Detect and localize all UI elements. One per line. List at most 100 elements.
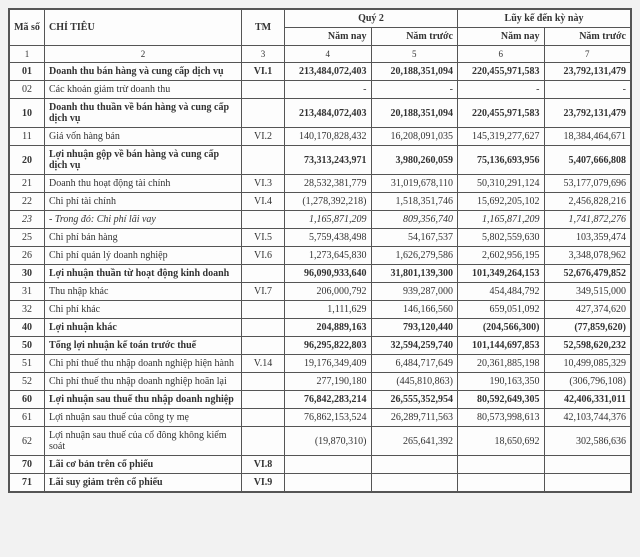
cell-ms: 01 [10, 63, 45, 81]
table-row: 21Doanh thu hoạt động tài chínhVI.328,53… [10, 175, 631, 193]
cell-tm [242, 373, 285, 391]
hdr-chitieu: CHỈ TIÊU [45, 10, 242, 46]
cell-lk-namnay: 80,592,649,305 [458, 391, 545, 409]
cell-quy-namnay: 204,889,163 [285, 319, 372, 337]
cell-ms: 70 [10, 456, 45, 474]
cell-lk-namtruoc: 103,359,474 [544, 229, 631, 247]
cell-ms: 11 [10, 128, 45, 146]
cell-chitieu: Chi phí thuế thu nhập doanh nghiệp hiện … [45, 355, 242, 373]
cell-tm: VI.5 [242, 229, 285, 247]
cell-quy-namtruoc: 54,167,537 [371, 229, 458, 247]
cell-lk-namtruoc: 52,598,620,232 [544, 337, 631, 355]
cell-quy-namnay: 28,532,381,779 [285, 175, 372, 193]
cell-quy-namnay: - [285, 81, 372, 99]
cell-quy-namtruoc: 20,188,351,094 [371, 63, 458, 81]
cell-tm [242, 319, 285, 337]
cell-chitieu: Doanh thu thuần về bán hàng và cung cấp … [45, 99, 242, 128]
cell-chitieu: Các khoản giảm trừ doanh thu [45, 81, 242, 99]
cell-lk-namtruoc: 427,374,620 [544, 301, 631, 319]
cell-lk-namnay: 2,602,956,195 [458, 247, 545, 265]
cell-chitieu: Lợi nhuận sau thuế thu nhập doanh nghiệp [45, 391, 242, 409]
cell-quy-namnay: (19,870,310) [285, 427, 372, 456]
cell-lk-namtruoc: 52,676,479,852 [544, 265, 631, 283]
hdr-tm: TM [242, 10, 285, 46]
cell-ms: 50 [10, 337, 45, 355]
cell-chitieu: Tổng lợi nhuận kế toán trước thuế [45, 337, 242, 355]
table-row: 20Lợi nhuận gộp về bán hàng và cung cấp … [10, 146, 631, 175]
cell-ms: 60 [10, 391, 45, 409]
cell-quy-namnay: 213,484,072,403 [285, 63, 372, 81]
hdr-lk-namnay: Năm nay [458, 28, 545, 46]
cell-quy-namtruoc: 6,484,717,649 [371, 355, 458, 373]
cell-tm: VI.7 [242, 283, 285, 301]
financial-table-page: Mã số CHỈ TIÊU TM Quý 2 Lũy kế đến kỳ nà… [8, 8, 632, 493]
cell-lk-namnay: 145,319,277,627 [458, 128, 545, 146]
table-row: 11Giá vốn hàng bánVI.2140,170,828,43216,… [10, 128, 631, 146]
cell-quy-namtruoc: - [371, 81, 458, 99]
table-row: 25Chi phí bán hàngVI.55,759,438,49854,16… [10, 229, 631, 247]
table-row: 71Lãi suy giảm trên cổ phiếuVI.9 [10, 474, 631, 492]
cell-ms: 02 [10, 81, 45, 99]
coln-1: 1 [10, 46, 45, 63]
cell-quy-namnay: 96,090,933,640 [285, 265, 372, 283]
cell-quy-namtruoc: 20,188,351,094 [371, 99, 458, 128]
cell-lk-namnay [458, 474, 545, 492]
cell-ms: 62 [10, 427, 45, 456]
cell-ms: 31 [10, 283, 45, 301]
cell-tm [242, 146, 285, 175]
cell-quy-namtruoc: 939,287,000 [371, 283, 458, 301]
cell-chitieu: Doanh thu hoạt động tài chính [45, 175, 242, 193]
coln-7: 7 [544, 46, 631, 63]
cell-quy-namtruoc: 793,120,440 [371, 319, 458, 337]
cell-lk-namnay: 5,802,559,630 [458, 229, 545, 247]
cell-lk-namnay: 220,455,971,583 [458, 63, 545, 81]
cell-ms: 26 [10, 247, 45, 265]
cell-tm: VI.3 [242, 175, 285, 193]
cell-lk-namtruoc: 23,792,131,479 [544, 99, 631, 128]
table-row: 62Lợi nhuận sau thuế của cổ đông không k… [10, 427, 631, 456]
cell-lk-namnay [458, 456, 545, 474]
cell-lk-namtruoc [544, 474, 631, 492]
cell-lk-namtruoc: 349,515,000 [544, 283, 631, 301]
cell-chitieu: Lãi suy giảm trên cổ phiếu [45, 474, 242, 492]
table-row: 70Lãi cơ bản trên cổ phiếuVI.8 [10, 456, 631, 474]
cell-lk-namtruoc: (77,859,620) [544, 319, 631, 337]
cell-lk-namnay: 659,051,092 [458, 301, 545, 319]
hdr-quy-namtruoc: Năm trước [371, 28, 458, 46]
cell-ms: 52 [10, 373, 45, 391]
cell-quy-namtruoc: 26,289,711,563 [371, 409, 458, 427]
cell-ms: 23 [10, 211, 45, 229]
table-row: 02Các khoản giảm trừ doanh thu---- [10, 81, 631, 99]
cell-lk-namnay: 20,361,885,198 [458, 355, 545, 373]
cell-lk-namnay: 190,163,350 [458, 373, 545, 391]
cell-lk-namnay: 80,573,998,613 [458, 409, 545, 427]
cell-quy-namtruoc: 3,980,260,059 [371, 146, 458, 175]
cell-lk-namtruoc: - [544, 81, 631, 99]
cell-lk-namnay: (204,566,300) [458, 319, 545, 337]
cell-lk-namtruoc [544, 456, 631, 474]
cell-ms: 40 [10, 319, 45, 337]
table-row: 32Chi phí khác1,111,629146,166,560659,05… [10, 301, 631, 319]
coln-6: 6 [458, 46, 545, 63]
cell-lk-namtruoc: (306,796,108) [544, 373, 631, 391]
cell-quy-namnay: 76,862,153,524 [285, 409, 372, 427]
hdr-quy-namnay: Năm nay [285, 28, 372, 46]
cell-quy-namtruoc: 809,356,740 [371, 211, 458, 229]
cell-quy-namnay: 5,759,438,498 [285, 229, 372, 247]
cell-tm: VI.8 [242, 456, 285, 474]
cell-lk-namtruoc: 18,384,464,671 [544, 128, 631, 146]
cell-chitieu: Chi phí bán hàng [45, 229, 242, 247]
cell-chitieu: Chi phí thuế thu nhập doanh nghiệp hoãn … [45, 373, 242, 391]
coln-2: 2 [45, 46, 242, 63]
table-row: 26Chi phí quản lý doanh nghiệpVI.61,273,… [10, 247, 631, 265]
cell-lk-namnay: 101,349,264,153 [458, 265, 545, 283]
cell-quy-namtruoc: 31,801,139,300 [371, 265, 458, 283]
cell-quy-namnay: 1,273,645,830 [285, 247, 372, 265]
cell-tm: VI.2 [242, 128, 285, 146]
cell-lk-namtruoc: 3,348,078,962 [544, 247, 631, 265]
table-row: 10Doanh thu thuần về bán hàng và cung cấ… [10, 99, 631, 128]
cell-quy-namnay [285, 474, 372, 492]
cell-chitieu: Chi phí khác [45, 301, 242, 319]
cell-quy-namnay: 213,484,072,403 [285, 99, 372, 128]
cell-chitieu: Lợi nhuận sau thuế của công ty mẹ [45, 409, 242, 427]
